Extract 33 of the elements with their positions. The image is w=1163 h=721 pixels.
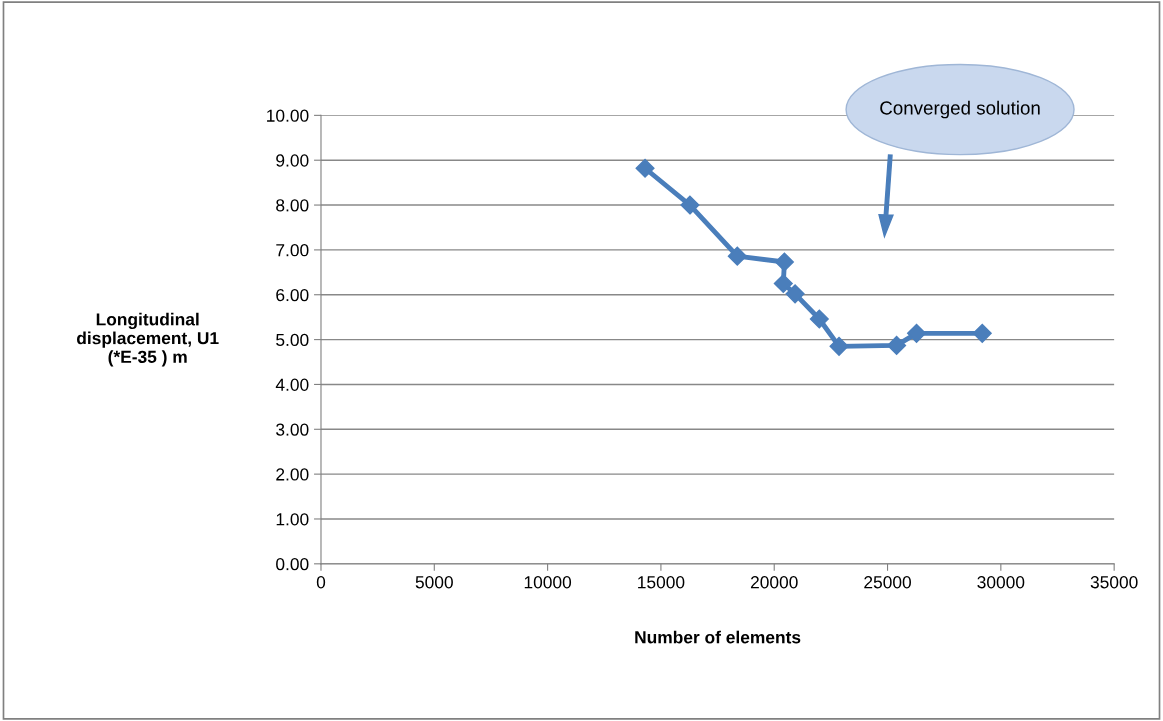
annotation: Converged solution — [880, 100, 1040, 119]
point — [727, 246, 747, 266]
point — [635, 158, 655, 178]
point — [773, 273, 793, 294]
y-tick-label: 3.00 — [276, 423, 309, 436]
y-tick-label: 7.00 — [276, 244, 309, 257]
x-tick-label: 10000 — [524, 576, 572, 589]
x-tick-label: 35000 — [1090, 576, 1138, 589]
y-tick-label: 8.00 — [276, 199, 309, 212]
point — [972, 323, 992, 343]
x-axis-title: Number of elements — [635, 630, 801, 644]
y-tick-label: 10.00 — [267, 109, 309, 122]
point — [680, 195, 700, 215]
point — [887, 335, 907, 355]
x-tick-label: 5000 — [415, 576, 453, 589]
y-tick-label: 0.00 — [276, 557, 309, 571]
x-tick-label: 0 — [316, 576, 326, 589]
point — [774, 252, 794, 272]
x-tick-label: 30000 — [977, 576, 1025, 589]
y-tick-label: 2.00 — [276, 468, 309, 481]
point — [907, 323, 927, 343]
point — [785, 284, 805, 304]
y-tick-label: 1.00 — [276, 513, 309, 526]
x-tick-label: 15000 — [638, 576, 685, 589]
point — [809, 309, 829, 329]
point — [829, 336, 849, 356]
y-tick-label: 6.00 — [276, 288, 309, 302]
y-tick-label: 4.00 — [275, 378, 309, 391]
y-axis-title: Longitudinal displacement, U1 (*E-35 ) m — [77, 312, 219, 367]
x-tick-label: 25000 — [864, 576, 911, 589]
x-tick-label: 20000 — [750, 576, 798, 589]
y-tick-label: 5.00 — [276, 333, 309, 347]
y-tick-label: 9.00 — [276, 154, 309, 167]
